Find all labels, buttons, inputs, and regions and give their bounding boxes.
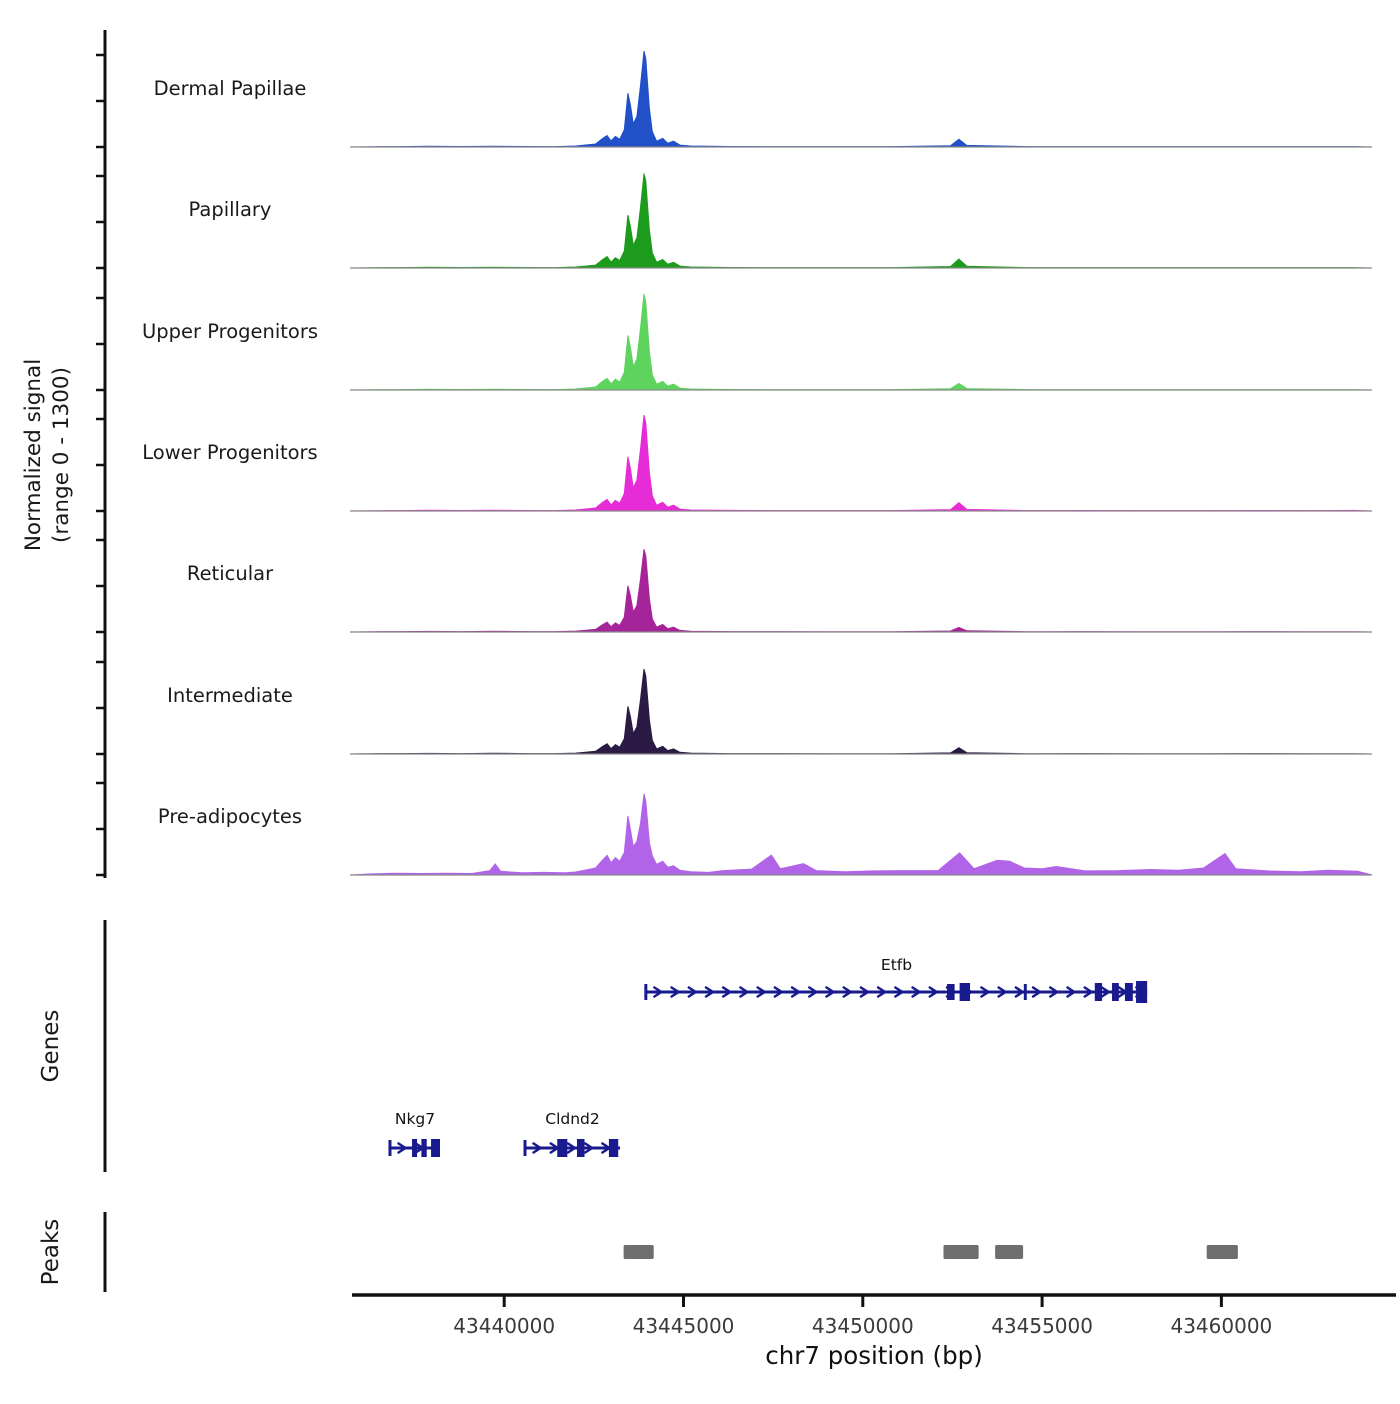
signal-area-upper-progenitors: [349, 293, 1373, 391]
gene-strand-arrow: [997, 986, 1007, 998]
gene-strand-arrow: [808, 986, 818, 998]
x-axis-tick-label: 43440000: [453, 1314, 555, 1338]
peak-region: [943, 1245, 979, 1259]
gene-cldnd2: Cldnd2: [523, 1110, 621, 1157]
gene-exon: [576, 1139, 585, 1157]
signal-area-lower-progenitors: [349, 414, 1373, 512]
gene-exon: [431, 1139, 441, 1157]
gene-strand-arrow: [756, 986, 766, 998]
peaks-section-label: Peaks: [38, 1219, 64, 1286]
gene-strand-arrow: [773, 986, 784, 998]
x-axis-tick-label: 43455000: [991, 1314, 1093, 1338]
x-axis-ticks: 43440000 43445000 43450000 43455000 43460000: [453, 1295, 1272, 1338]
x-axis-label: chr7 position (bp): [765, 1341, 983, 1370]
gene-strand-arrow: [842, 986, 852, 998]
gene-exon: [1136, 981, 1148, 1003]
signal-area-reticular: [349, 549, 1373, 633]
x-axis-tick-label: 43445000: [633, 1314, 735, 1338]
peaks-track: [623, 1245, 1238, 1259]
gene-strand-arrow: [911, 986, 921, 998]
gene-strand-arrow: [397, 1142, 407, 1154]
gene-strand-arrow: [704, 986, 715, 998]
track-label-intermediate: Intermediate: [167, 684, 293, 707]
peak-region: [1206, 1245, 1238, 1259]
gene-exon: [412, 1139, 418, 1157]
signal-area-pre-adipocytes: [349, 793, 1373, 876]
gene-strand-arrow: [532, 1142, 542, 1154]
gene-strand-arrow: [1100, 986, 1111, 998]
peak-region: [995, 1245, 1024, 1259]
gene-strand-arrow: [825, 986, 835, 998]
gene-strand-arrow: [583, 1142, 594, 1154]
signal-area-papillary: [349, 173, 1373, 269]
gene-exon: [947, 984, 955, 1000]
gene-exon: [1023, 984, 1027, 1000]
gene-strand-arrow: [566, 1142, 577, 1154]
x-axis-tick-label: 43460000: [1170, 1314, 1272, 1338]
gene-strand-arrow: [790, 986, 801, 998]
gene-exon: [1124, 983, 1133, 1001]
gene-strand-arrow: [1031, 986, 1042, 998]
gene-name-label: Etfb: [881, 956, 912, 974]
genes-track: Etfb Nkg7 Cldnd2: [388, 956, 1148, 1157]
gene-strand-arrow: [980, 986, 990, 998]
gene-strand-arrow: [687, 986, 698, 998]
gene-exon: [1094, 983, 1102, 1001]
gene-strand-arrow: [739, 986, 749, 998]
gene-name-label: Nkg7: [395, 1110, 435, 1128]
gene-strand-arrow: [721, 986, 732, 998]
gene-exon: [959, 983, 971, 1001]
track-label-papillary: Papillary: [189, 198, 272, 221]
gene-strand-arrow: [653, 986, 663, 998]
track-label-dermal-papillae: Dermal Papillae: [154, 77, 307, 100]
x-axis-tick-label: 43450000: [812, 1314, 914, 1338]
track-label-upper-progenitors: Upper Progenitors: [142, 320, 318, 343]
gene-strand-arrow: [894, 986, 904, 998]
gene-exon: [421, 1139, 427, 1157]
signal-axis-ticks: [96, 53, 105, 877]
gene-strand-arrow: [928, 986, 939, 998]
gene-strand-arrow: [876, 986, 887, 998]
y-axis-label-line2: (range 0 - 1300): [49, 367, 74, 543]
gene-exon: [1112, 983, 1119, 1001]
signal-tracks: Dermal Papillae Papillary Upper Progenitor…: [142, 50, 1373, 876]
gene-etfb: Etfb: [644, 956, 1148, 1003]
gene-nkg7: Nkg7: [388, 1110, 441, 1157]
track-label-pre-adipocytes: Pre-adipocytes: [158, 805, 302, 828]
gene-strand-arrow: [1083, 986, 1093, 998]
gene-strand-arrow: [859, 986, 870, 998]
gene-exon: [608, 1139, 619, 1157]
gene-exon: [557, 1139, 568, 1157]
gene-name-label: Cldnd2: [545, 1110, 600, 1128]
track-label-reticular: Reticular: [187, 562, 274, 585]
y-axis-label-line1: Normalized signal: [21, 359, 46, 551]
gene-strand-arrow: [670, 986, 680, 998]
signal-area-dermal-papillae: [349, 50, 1373, 148]
signal-area-intermediate: [349, 668, 1373, 755]
peak-region: [623, 1245, 654, 1259]
gene-strand-arrow: [1066, 986, 1076, 998]
genes-section-label: Genes: [38, 1010, 64, 1083]
gene-strand-arrow: [1049, 986, 1059, 998]
gene-strand-arrow: [1014, 986, 1025, 998]
track-label-lower-progenitors: Lower Progenitors: [142, 441, 317, 464]
